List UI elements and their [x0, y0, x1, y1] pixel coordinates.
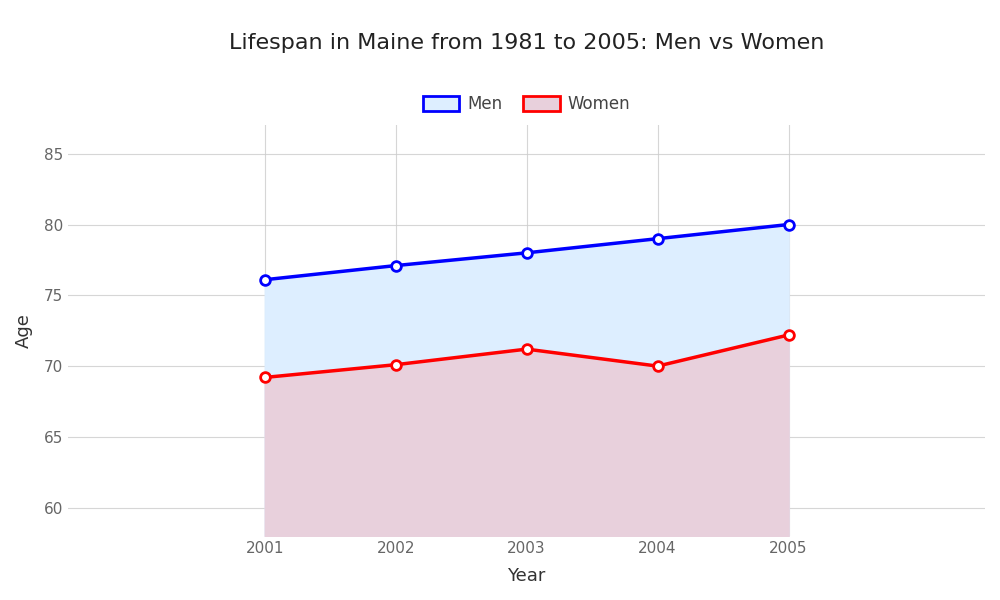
Women — [783, 331, 795, 338]
Line: Women: Women — [260, 330, 793, 382]
X-axis label: Year: Year — [507, 567, 546, 585]
Men — [652, 235, 664, 242]
Line: Men: Men — [260, 220, 793, 284]
Women — [521, 346, 533, 353]
Y-axis label: Age: Age — [15, 313, 33, 348]
Men — [783, 221, 795, 228]
Men — [390, 262, 402, 269]
Title: Lifespan in Maine from 1981 to 2005: Men vs Women: Lifespan in Maine from 1981 to 2005: Men… — [229, 33, 824, 53]
Men — [521, 249, 533, 256]
Women — [390, 361, 402, 368]
Men — [259, 276, 271, 283]
Women — [259, 374, 271, 381]
Women — [652, 362, 664, 370]
Legend: Men, Women: Men, Women — [416, 89, 637, 120]
